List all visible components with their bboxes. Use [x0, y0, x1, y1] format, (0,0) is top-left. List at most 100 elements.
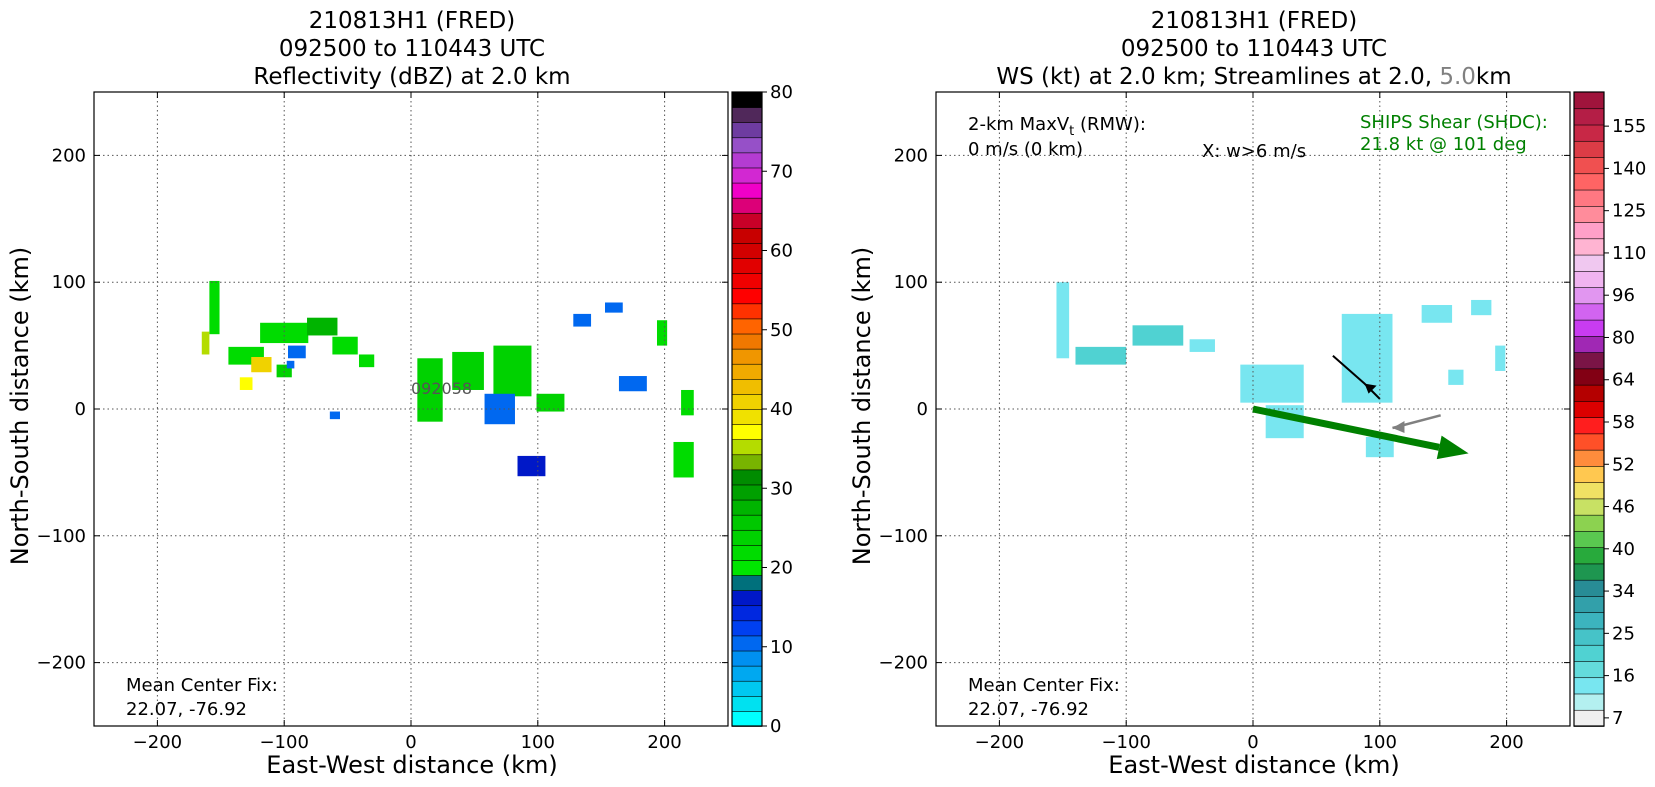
updraft-marker-note: X: w>6 m/s — [1202, 141, 1306, 162]
y-tick-label: 200 — [52, 145, 86, 166]
colorbar-swatch — [1573, 303, 1605, 321]
title-ws-part: WS (kt) at 2.0 km; Streamlines at 2.0, — [996, 64, 1439, 90]
colorbar-swatch — [1573, 514, 1605, 532]
colorbar-swatch — [1573, 579, 1605, 597]
colorbar-tick-label: 155 — [1612, 116, 1646, 137]
x-tick-label: 200 — [647, 732, 681, 753]
colorbar-swatch — [1573, 335, 1605, 353]
colorbar-swatch — [731, 91, 763, 108]
data-cell — [517, 455, 546, 477]
colorbar-swatch — [1573, 546, 1605, 565]
data-cell — [1056, 282, 1070, 359]
x-tick-label: 100 — [521, 732, 555, 753]
data-field — [1056, 282, 1506, 458]
colorbar: 0 10 20 30 40 50 60 70 80 — [731, 82, 793, 737]
data-cell — [251, 357, 272, 373]
data-cell — [1421, 305, 1453, 323]
maxvt-text: 2-km MaxV — [968, 114, 1070, 135]
colorbar-swatch — [1573, 238, 1605, 256]
colorbar-swatch — [1573, 644, 1605, 662]
colorbar-swatch — [1573, 595, 1605, 614]
reflectivity-panel: 210813H1 (FRED) 092500 to 110443 UTC Ref… — [6, 8, 793, 779]
colorbar-swatch — [731, 408, 763, 425]
data-cell — [239, 377, 253, 390]
colorbar-tick-label: 30 — [770, 478, 793, 499]
colorbar-tick-label: 7 — [1612, 708, 1623, 729]
colorbar-swatch — [1573, 91, 1605, 110]
colorbar-swatch — [731, 257, 763, 274]
colorbar-tick-label: 80 — [770, 82, 793, 103]
colorbar-tick-label: 46 — [1612, 497, 1635, 518]
x-axis-label: East-West distance (km) — [266, 751, 557, 779]
y-axis-label: North-South distance (km) — [6, 247, 34, 566]
x-axis-label: East-West distance (km) — [1108, 751, 1399, 779]
colorbar-swatch — [731, 559, 763, 576]
colorbar-swatch — [731, 197, 763, 214]
y-tick-label: −100 — [879, 526, 928, 547]
ships-shear-label: SHIPS Shear (SHDC): — [1360, 112, 1548, 133]
colorbar: 7 16 25 34 40 46 52 58 64 80 96 110 125 140 155 — [1573, 91, 1646, 729]
data-cell — [618, 376, 647, 392]
colorbar-swatch — [1573, 676, 1605, 695]
title-line-2: 092500 to 110443 UTC — [1121, 36, 1387, 62]
colorbar-swatch — [1573, 709, 1605, 727]
maxvt-rmw: (RMW): — [1074, 114, 1146, 135]
y-tick-label: 100 — [894, 272, 928, 293]
data-cell — [452, 351, 484, 390]
data-cell — [573, 313, 592, 327]
colorbar-swatch — [731, 136, 763, 154]
colorbar-swatch — [1573, 140, 1605, 158]
colorbar-tick-label: 16 — [1612, 666, 1635, 687]
streamline-2km-arrow — [1364, 383, 1377, 394]
colorbar-swatch — [731, 303, 763, 320]
colorbar-tick-label: 125 — [1612, 201, 1646, 222]
colorbar-swatch — [731, 650, 763, 667]
mean-center-value: 22.07, -76.92 — [968, 699, 1089, 720]
data-cell — [307, 317, 338, 336]
streamline-5km-arrow — [1392, 421, 1405, 434]
colorbar-tick-label: 52 — [1612, 454, 1635, 475]
y-tick-label: −100 — [37, 526, 86, 547]
data-cell — [656, 320, 668, 346]
colorbar-swatch — [731, 378, 763, 395]
colorbar-tick-label: 70 — [770, 161, 793, 182]
colorbar-swatch — [731, 287, 763, 305]
data-cell — [1365, 436, 1394, 458]
data-cell — [201, 331, 210, 355]
colorbar-swatch — [1573, 189, 1605, 207]
y-axis-label: North-South distance (km) — [848, 247, 876, 566]
colorbar-swatch — [731, 665, 763, 682]
colorbar-swatch — [1573, 254, 1605, 272]
axes-frame — [93, 91, 729, 727]
colorbar-swatch — [1573, 107, 1605, 126]
colorbar-tick-label: 110 — [1612, 243, 1646, 264]
data-cell — [1075, 346, 1127, 365]
colorbar-swatch — [731, 333, 763, 350]
colorbar-tick-label: 60 — [770, 241, 793, 262]
colorbar-swatch — [731, 167, 763, 184]
colorbar-swatch — [1573, 286, 1605, 305]
colorbar-swatch — [1573, 400, 1605, 418]
colorbar-swatch — [731, 544, 763, 561]
colorbar-swatch — [1573, 660, 1605, 679]
maxvt-subscript: t — [1069, 124, 1074, 139]
colorbar-swatch — [731, 499, 763, 516]
plot-area: −200 −100 0 100 200 −200 −100 0 100 200 — [879, 91, 1571, 753]
data-cell — [1132, 325, 1184, 346]
y-tick-label: −200 — [879, 653, 928, 674]
colorbar-tick-label: 80 — [1612, 327, 1635, 348]
data-cell — [260, 322, 309, 344]
shear-vector-head — [1436, 435, 1469, 460]
colorbar-tick-label: 40 — [770, 399, 793, 420]
colorbar-swatch — [1573, 628, 1605, 646]
title-line-1: 210813H1 (FRED) — [309, 8, 515, 34]
data-cell — [417, 358, 443, 422]
colorbar-swatch — [731, 710, 763, 727]
colorbar-swatch — [1573, 172, 1605, 191]
data-cell — [359, 354, 375, 368]
colorbar-swatch — [731, 469, 763, 486]
colorbar-swatch — [731, 680, 763, 697]
colorbar-swatch — [731, 363, 763, 380]
y-tick-label: 0 — [75, 399, 86, 420]
